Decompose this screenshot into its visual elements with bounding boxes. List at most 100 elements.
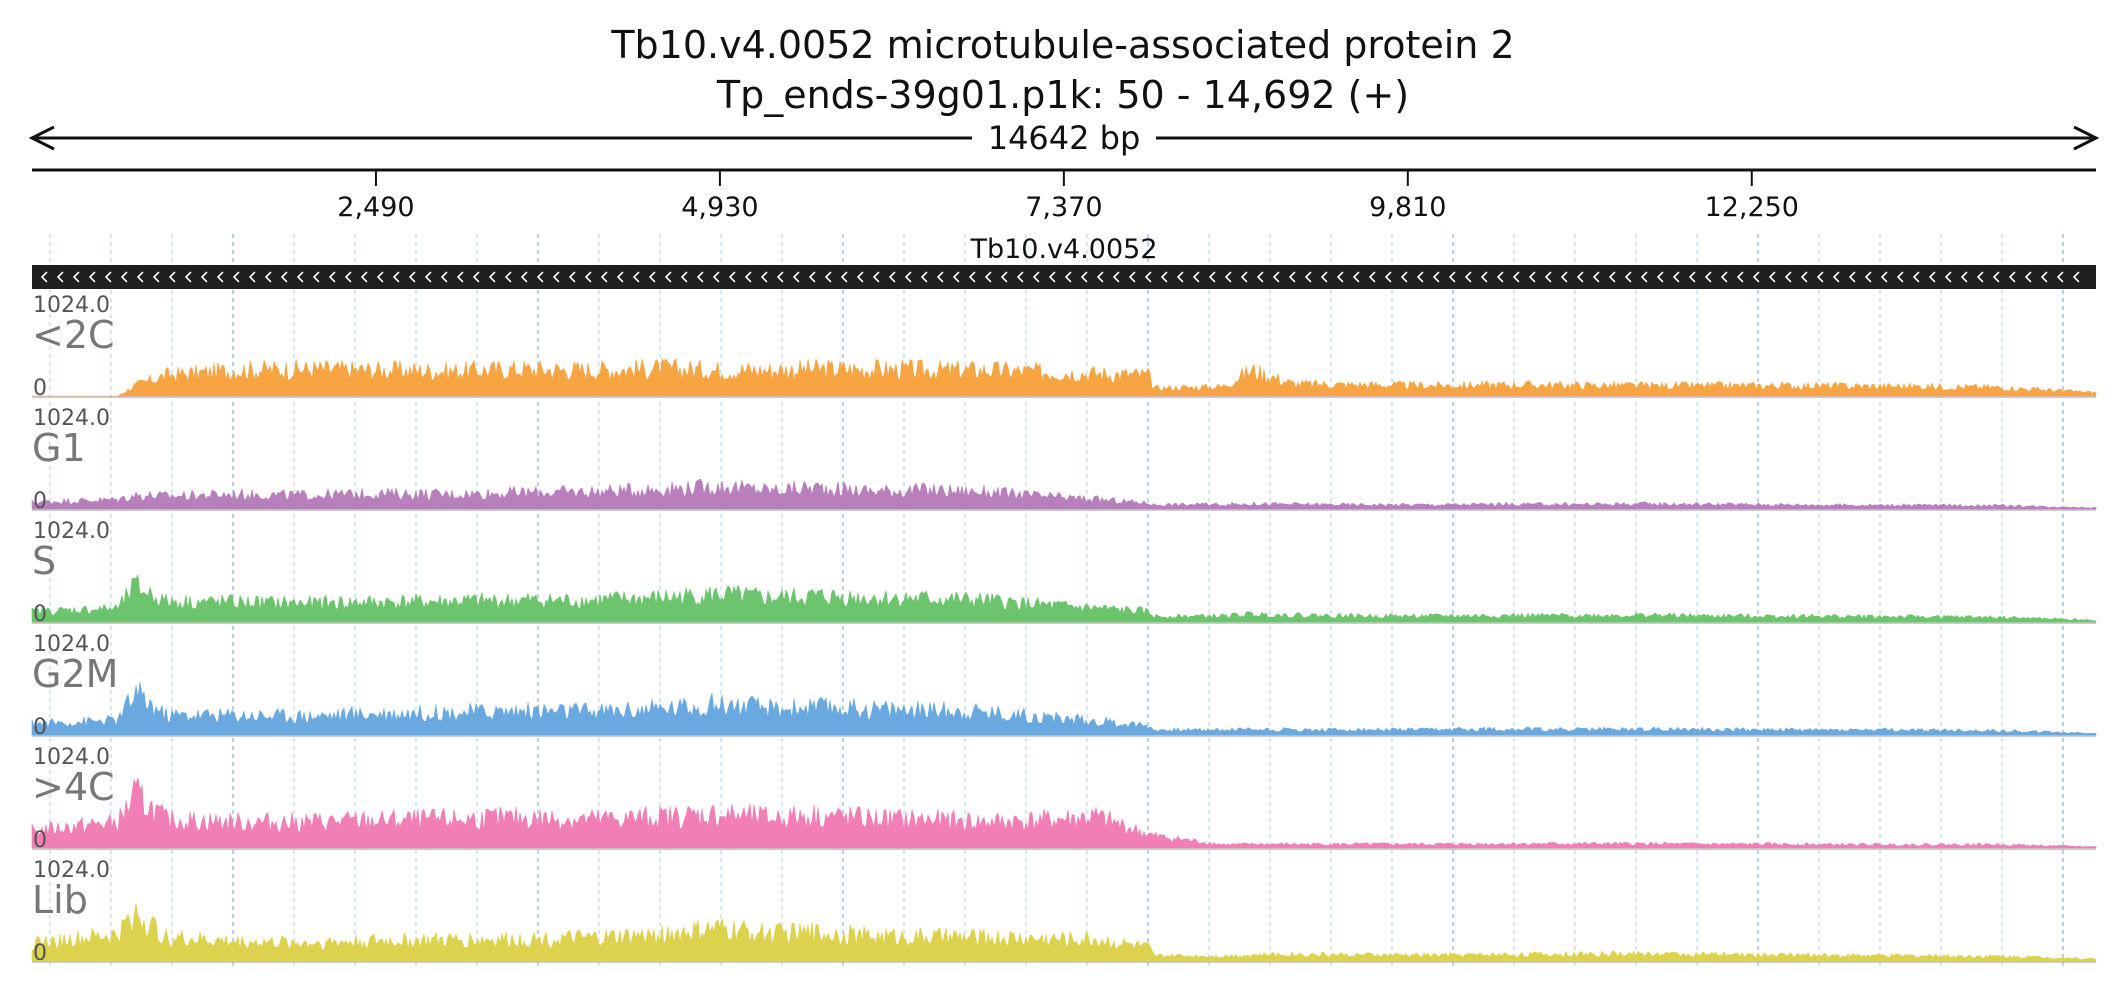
strand-chevron [1272,271,1280,283]
coverage-area-1 [31,478,2097,510]
track-name-label: >4C [32,765,115,809]
strand-chevron [760,271,768,283]
gene-name-label: Tb10.v4.0052 [969,234,1157,265]
strand-chevron [520,271,528,283]
strand-chevron [1096,271,1104,283]
y-min-label: 0 [33,828,47,853]
ruler: 14642 bp 2,490 4,930 7,370 9,810 12,250 [28,116,2100,223]
strand-chevron [360,271,368,283]
strand-chevron [1416,271,1424,283]
strand-chevron [1960,271,1968,283]
strand-chevron [2040,271,2048,283]
strand-chevron [1128,271,1136,283]
strand-chevron [840,271,848,283]
strand-chevron [1944,271,1952,283]
gene-track[interactable]: Tb10.v4.0052 [32,234,2096,289]
x-tick-label: 2,490 [337,192,414,223]
length-label-bg [972,116,1156,160]
strand-chevron [312,271,320,283]
strand-chevron [856,271,864,283]
arrow-right-head [2073,125,2100,151]
track-3: 1024.0 0 G2M [31,632,2097,740]
strand-chevron [1400,271,1408,283]
strand-chevron [456,271,464,283]
strand-chevron [392,271,400,283]
track-1: 1024.0 0 G1 [31,406,2097,514]
y-min-label: 0 [33,715,47,740]
strand-chevron [1768,271,1776,283]
track-4: 1024.0 0 >4C [31,745,2097,853]
x-tick-label: 9,810 [1369,192,1446,223]
y-min-label: 0 [33,941,47,966]
strand-chevron [1624,271,1632,283]
strand-chevron [632,271,640,283]
track-5: 1024.0 0 Lib [31,858,2097,966]
strand-chevron [744,271,752,283]
strand-chevron [232,271,240,283]
strand-chevron [568,271,576,283]
strand-chevron [1560,271,1568,283]
strand-chevron [824,271,832,283]
strand-chevron [664,271,672,283]
strand-chevron [1688,271,1696,283]
strand-chevron [1064,271,1072,283]
chart-title: Tb10.v4.0052 microtubule-associated prot… [611,23,1515,67]
strand-chevron [1832,271,1840,283]
track-name-label: G2M [32,652,118,696]
strand-chevron [2056,271,2064,283]
strand-chevron [920,271,928,283]
strand-chevron [1672,271,1680,283]
strand-chevron [200,271,208,283]
strand-chevron [1032,271,1040,283]
coverage-area-2 [31,574,2097,623]
y-max-label: 1024.0 [33,293,110,318]
strand-chevron [536,271,544,283]
strand-chevron [1720,271,1728,283]
arrow-left-head [28,125,55,151]
strand-chevron [1928,271,1936,283]
strand-chevron [1256,271,1264,283]
strand-chevron [600,271,608,283]
strand-chevron [1880,271,1888,283]
strand-chevron [56,271,64,283]
strand-chevron [1288,271,1296,283]
strand-chevron [472,271,480,283]
strand-chevron [1048,271,1056,283]
y-max-label: 1024.0 [33,519,110,544]
y-max-label: 1024.0 [33,745,110,770]
strand-chevron [1528,271,1536,283]
gene-bar[interactable] [32,265,2096,289]
strand-chevron [1336,271,1344,283]
strand-chevron [1384,271,1392,283]
coverage-area-4 [31,777,2097,849]
strand-chevron [408,271,416,283]
strand-chevron [968,271,976,283]
strand-chevron [1608,271,1616,283]
strand-chevron [616,271,624,283]
x-tick-label: 7,370 [1025,192,1102,223]
strand-chevron [1544,271,1552,283]
strand-chevron [1480,271,1488,283]
strand-chevron [1704,271,1712,283]
strand-chevron [216,271,224,283]
strand-chevron [1752,271,1760,283]
strand-chevron [1304,271,1312,283]
strand-chevron [120,271,128,283]
strand-chevron [1656,271,1664,283]
strand-chevron [1736,271,1744,283]
coverage-area-3 [31,682,2097,736]
strand-chevron [1816,271,1824,283]
gridlines [49,234,2064,970]
strand-chevron [40,271,48,283]
strand-chevron [584,271,592,283]
strand-chevron [248,271,256,283]
track-0: 1024.0 0 <2C [32,293,2097,401]
strand-chevron [2024,271,2032,283]
strand-chevron [1896,271,1904,283]
strand-chevron [1352,271,1360,283]
y-min-label: 0 [33,602,47,627]
strand-chevron [1640,271,1648,283]
strand-chevron [712,271,720,283]
strand-chevron [424,271,432,283]
